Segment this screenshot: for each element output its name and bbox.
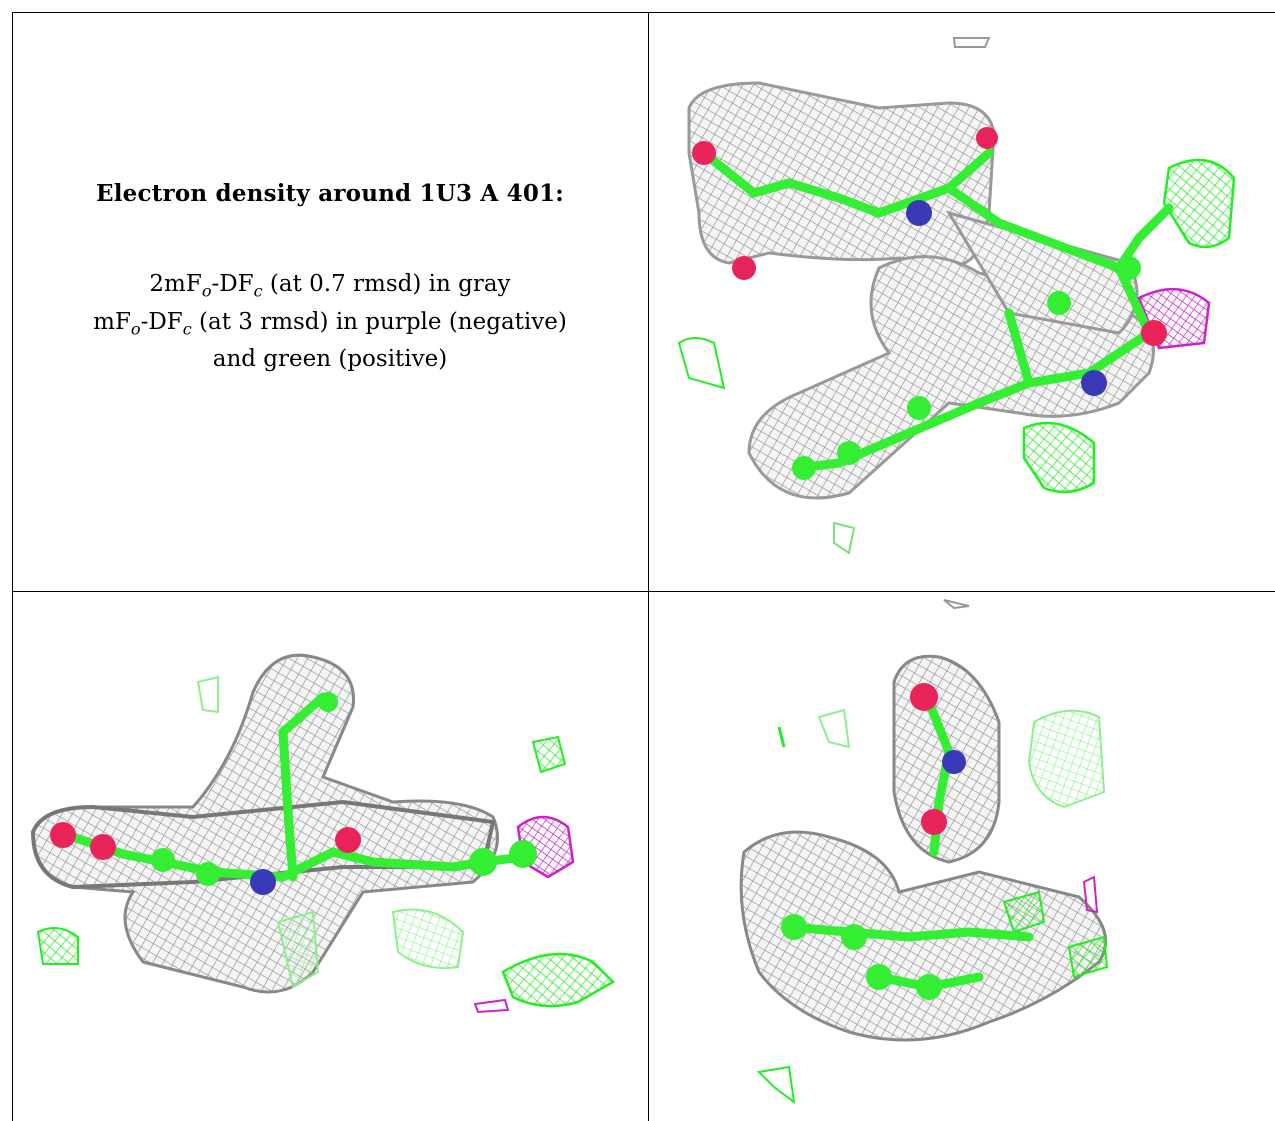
- grid-line-middle: [12, 591, 1275, 592]
- legend-line-2fo-fc: 2mFo-DFc (at 0.7 rmsd) in gray: [149, 271, 511, 301]
- density-render-3: [739, 599, 1109, 1105]
- density-render-1: [677, 37, 1236, 555]
- grid-line-center: [648, 12, 649, 1121]
- density-render-2: [30, 653, 616, 1014]
- map-legend: 2mFo-DFc (at 0.7 rmsd) in gray mFo-DFc (…: [93, 269, 567, 375]
- caption-cell: Electron density around 1U3 A 401: 2mFo-…: [12, 14, 648, 591]
- grid-line-left: [12, 12, 13, 1121]
- density-view-2: [13, 592, 648, 1121]
- figure-heading: Electron density around 1U3 A 401:: [96, 180, 564, 207]
- grid-line-top: [12, 12, 1275, 13]
- density-view-3: [649, 592, 1275, 1121]
- legend-line-positive: and green (positive): [212, 346, 448, 373]
- legend-line-fo-fc: mFo-DFc (at 3 rmsd) in purple (negative): [93, 308, 567, 339]
- density-view-1: [649, 13, 1275, 591]
